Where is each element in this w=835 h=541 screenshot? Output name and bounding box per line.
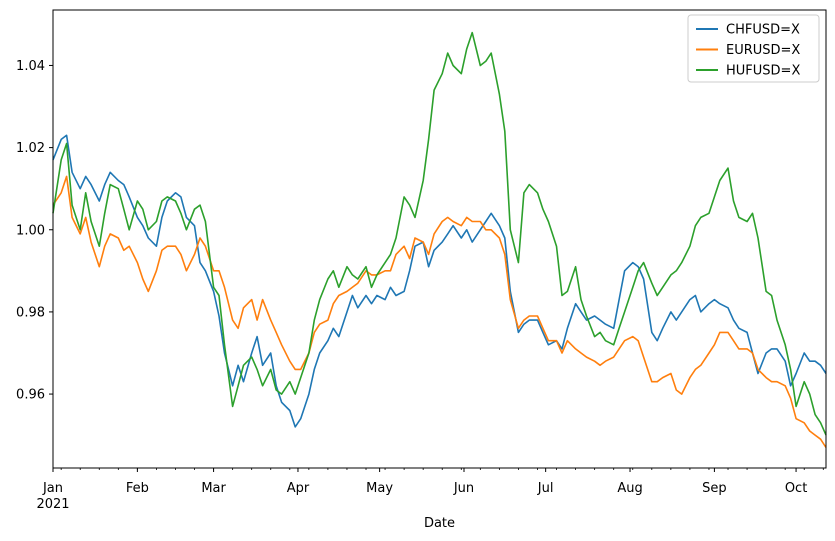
legend-box [687, 14, 820, 83]
series-line-chfusd-x [52, 134, 827, 428]
series-line-eurusd-x [52, 175, 827, 448]
plot-lines [52, 31, 827, 448]
x-tick-label: Mar [201, 481, 226, 496]
x-tick-label: Jan [42, 481, 63, 496]
y-tick-label: 1.00 [16, 223, 45, 238]
plot-frame [52, 9, 827, 469]
x-tick-label: Jun [453, 481, 474, 496]
legend-label: HUFUSD=X [726, 64, 800, 79]
y-axis: 0.96 0.98 1.00 1.02 1.04 [16, 59, 53, 403]
x-tick-label: May [366, 481, 393, 496]
x-tick-label: Aug [617, 481, 642, 496]
x-tick-label: Jul [537, 481, 554, 496]
x-tick-label: Oct [785, 481, 807, 496]
x-tick-sublabel: 2021 [36, 497, 69, 512]
y-tick-label: 1.04 [16, 59, 45, 74]
x-tick-label: Apr [287, 481, 310, 496]
y-tick-label: 0.98 [16, 305, 45, 320]
series-line-hufusd-x [52, 31, 827, 436]
x-tick-label: Feb [126, 481, 149, 496]
legend-label: EURUSD=X [726, 43, 800, 58]
x-axis-title: Date [424, 516, 455, 531]
legend: CHFUSD=X EURUSD=X HUFUSD=X [687, 14, 820, 83]
y-tick-label: 0.96 [16, 388, 45, 403]
x-tick-label: Sep [702, 481, 727, 496]
legend-label: CHFUSD=X [726, 23, 800, 38]
y-tick-label: 1.02 [16, 141, 45, 156]
